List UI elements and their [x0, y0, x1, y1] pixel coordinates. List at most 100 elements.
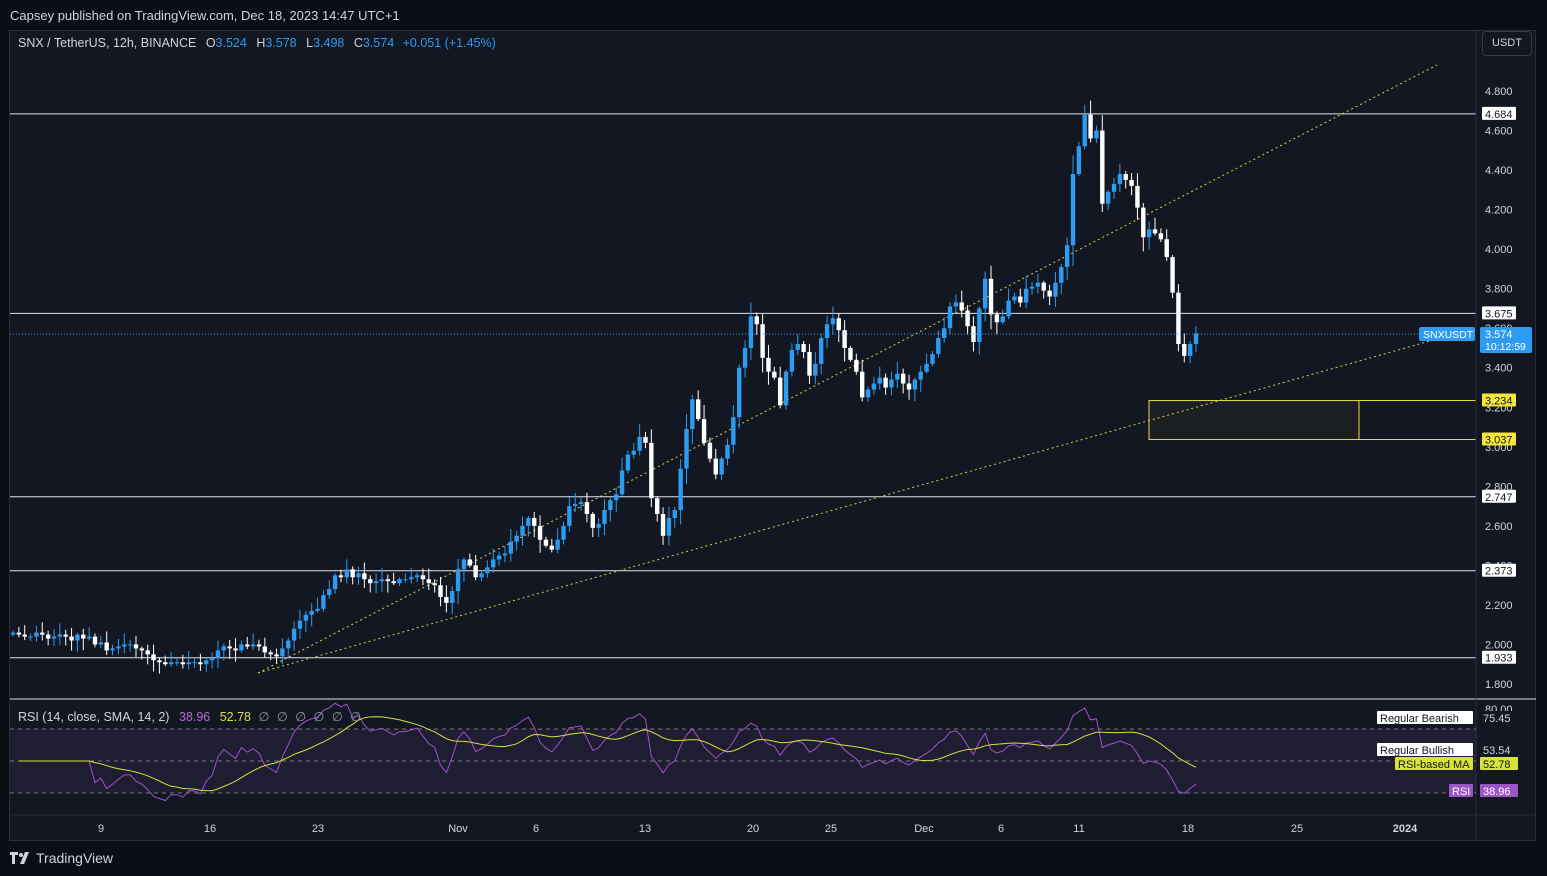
candle-body [655, 498, 660, 515]
candle [508, 529, 513, 562]
candle-body [45, 634, 51, 639]
currency-button[interactable]: USDT [1482, 31, 1532, 56]
candle-body [895, 373, 900, 380]
price-tick: 3.800 [1485, 284, 1513, 296]
level-label: 2.747 [1482, 489, 1516, 504]
candle [666, 506, 672, 546]
candle [865, 386, 871, 402]
candle-body [133, 644, 139, 649]
candle [877, 366, 882, 390]
candle-body [801, 344, 806, 352]
candle-body [619, 470, 625, 495]
time-axis[interactable]: 9 16 23 Nov 6 13 20 25 Dec 6 11 18 25 2024 [98, 823, 1418, 835]
time-tick: 2024 [1393, 823, 1418, 835]
candle [596, 518, 601, 538]
candle [338, 569, 344, 583]
candle-body [239, 644, 244, 651]
level-label: 1.933 [1482, 650, 1516, 665]
candle-body [432, 583, 437, 586]
candle-body [830, 318, 836, 325]
candle [256, 639, 262, 651]
symbol-name[interactable]: SNX / TetherUS, 12h, BINANCE [18, 36, 197, 50]
candle [438, 576, 443, 607]
candle-body [1070, 174, 1076, 246]
candle [57, 623, 63, 645]
candle-body [350, 569, 355, 578]
rsi-tag-label: RSI [1449, 784, 1473, 798]
candle [883, 373, 888, 395]
tradingview-logo-icon [10, 852, 30, 864]
candle-body [561, 525, 566, 540]
candle-body [1129, 179, 1134, 186]
candle-body [1088, 114, 1093, 139]
candle-body [215, 650, 221, 659]
candle-body [924, 363, 929, 372]
candle [602, 499, 607, 536]
candle-body [766, 357, 771, 372]
candle-body [461, 559, 467, 570]
candle-body [1158, 233, 1164, 240]
candle [760, 314, 765, 373]
candle [1146, 221, 1152, 250]
candle [924, 353, 929, 374]
candle-body [110, 648, 115, 651]
support-zone[interactable] [1148, 400, 1476, 440]
candle [1100, 115, 1105, 213]
candle [561, 521, 566, 545]
candle [1029, 281, 1035, 295]
candle-body [426, 579, 432, 584]
price-tick: 1.800 [1485, 679, 1513, 691]
candle [122, 633, 127, 654]
candle [526, 515, 531, 537]
candle [1141, 203, 1146, 252]
rsi-ma-line [18, 716, 1197, 792]
rsi-tag-label: Regular Bullish [1377, 743, 1473, 757]
candle-body [666, 517, 672, 536]
candle [772, 366, 777, 380]
candle [859, 359, 865, 402]
level-label: 3.675 [1482, 306, 1516, 320]
level-label-bg [1482, 106, 1516, 120]
candle-body [116, 646, 121, 649]
candle [1111, 177, 1117, 199]
rsi-title[interactable]: RSI (14, close, SMA, 14, 2) [18, 710, 170, 724]
trendline-shallow[interactable] [257, 338, 1438, 674]
candle [1164, 229, 1169, 261]
price-tick: 2.000 [1485, 639, 1513, 651]
candle-body [168, 662, 174, 665]
candle-body [420, 575, 426, 580]
candle-body [180, 662, 186, 665]
candle-body [567, 506, 572, 526]
level-label-bg [1482, 489, 1516, 503]
candle-body [1041, 282, 1046, 291]
candle-body [315, 608, 320, 611]
candle [420, 568, 426, 586]
candle-body [947, 306, 953, 329]
candle-body [1035, 282, 1041, 287]
candle [491, 548, 496, 573]
candle [701, 404, 707, 446]
pane-separators [10, 31, 1536, 840]
rsi-tag-label-bg [1449, 784, 1473, 797]
candle-body [151, 654, 156, 661]
candle-body [262, 646, 268, 653]
candle-body [526, 517, 531, 526]
price-axis[interactable]: 1.8002.0002.2002.4002.6002.8003.0003.200… [1419, 86, 1532, 691]
candle-body [777, 377, 783, 406]
candle [409, 567, 414, 584]
candle [514, 530, 519, 551]
candle-body [508, 541, 513, 554]
rsi-line [18, 702, 1197, 802]
trendline-steep[interactable] [257, 64, 1438, 674]
candle-body [245, 644, 250, 647]
candle-body [543, 539, 549, 546]
time-tick: 13 [639, 823, 651, 835]
open-value: 3.524 [215, 36, 247, 50]
candle-body [854, 359, 859, 372]
candle [1117, 163, 1123, 193]
candle-body [1006, 300, 1011, 317]
candle [631, 443, 636, 459]
candle-body [965, 310, 970, 327]
candle [86, 627, 92, 641]
